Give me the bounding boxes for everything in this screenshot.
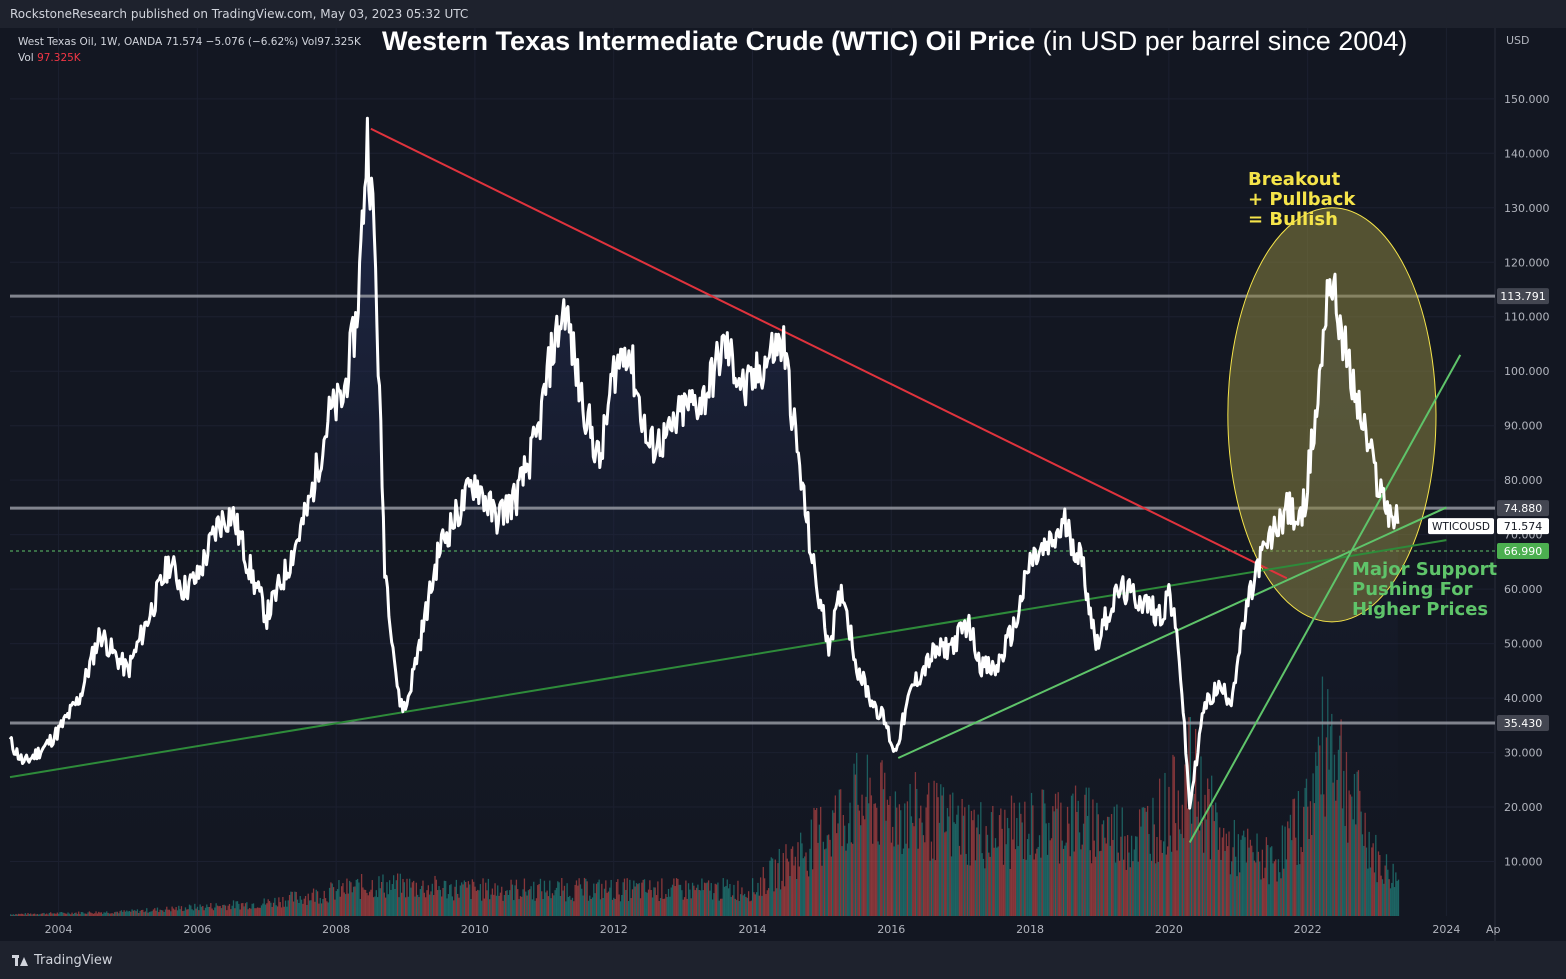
trendline-green-uptrend-2020 [1188,354,1462,843]
level-badge: 113.791 [1500,290,1546,303]
x-tick-label: 2010 [461,923,489,936]
y-tick-label: 40.000 [1504,692,1543,705]
support-line-2: Pushing For [1352,579,1473,600]
x-tick-label: 2004 [45,923,73,936]
legend-vol-line: Vol 97.325K [18,50,361,66]
trendline-red-downtrend [370,127,1288,580]
publish-info: RockstoneResearch published on TradingVi… [10,7,469,21]
x-tick-label: 2024 [1432,923,1460,936]
support-line-1: Major Support [1352,559,1498,580]
y-tick-label: 20.000 [1504,801,1543,814]
legend-vol-line-label: Vol [18,52,34,64]
symbol-tag-bg [1428,518,1494,535]
legend-vol-label: Vol [301,36,318,48]
legend-change: −5.076 (−6.62%) [205,36,299,48]
legend-main-line: West Texas Oil, 1W, OANDA 71.574 −5.076 … [18,34,361,50]
level-badge-bg [1497,500,1549,517]
support-line-3: Higher Prices [1352,599,1489,620]
x-tick-label: 2016 [877,923,905,936]
breakout-annotation: Breakout + Pullback = Bullish [1248,170,1355,230]
price-axis-panel [1495,28,1566,941]
x-tick-label: 2008 [322,923,350,936]
y-tick-label: 60.000 [1504,583,1543,596]
price-chart[interactable]: USD 10.000 20.000 30.000 40.000 50.000 60.000 7… [0,28,1566,941]
x-tick-label: 2012 [600,923,628,936]
trendline-long-green-support [9,539,1447,779]
breakout-line-1: Breakout [1248,169,1341,190]
symbol-tag: WTICOUSD [1432,521,1490,533]
tradingview-brand[interactable]: TradingView [12,953,113,968]
publish-header: RockstoneResearch published on TradingVi… [0,0,1566,28]
last-price-badge: 71.574 [1504,520,1543,533]
footer: TradingView [0,941,1566,979]
level-badge-bg [1497,714,1549,731]
breakout-line-2: + Pullback [1248,189,1356,210]
price-area [10,118,1398,916]
level-badge: 35.430 [1504,717,1543,730]
legend-vol-value: 97.325K [317,36,361,48]
chart-area[interactable]: USD 10.000 20.000 30.000 40.000 50.000 60.000 7… [0,28,1566,941]
legend: West Texas Oil, 1W, OANDA 71.574 −5.076 … [18,34,361,66]
level-badge: 74.880 [1504,502,1543,515]
y-tick-label: 50.000 [1504,638,1543,651]
breakout-line-3: = Bullish [1248,209,1338,230]
chart-title-bold: Western Texas Intermediate Crude (WTIC) … [382,26,1036,56]
x-tick-label: 2018 [1016,923,1044,936]
legend-vol-line-value: 97.325K [37,52,81,64]
y-tick-label: 80.000 [1504,474,1543,487]
y-tick-label: 90.000 [1504,420,1543,433]
y-tick-label: 130.000 [1504,202,1550,215]
volume-bar [1397,879,1400,916]
x-tick-label: 2020 [1155,923,1183,936]
tradingview-label: TradingView [34,953,113,968]
legend-last: 71.574 [165,36,203,48]
currency-label: USD [1506,34,1530,47]
x-edge-label: Ap [1486,923,1501,936]
y-tick-label: 10.000 [1504,856,1543,869]
trendline-green-uptrend-2016 [897,506,1447,759]
y-tick-label: 120.000 [1504,256,1550,269]
x-tick-label: 2006 [183,923,211,936]
dashed-level-badge: 66.990 [1504,545,1543,558]
support-annotation: Major Support Pushing For Higher Prices [1352,560,1497,620]
chart-title: Western Texas Intermediate Crude (WTIC) … [382,26,1407,57]
y-tick-label: 110.000 [1504,311,1550,324]
x-tick-label: 2022 [1294,923,1322,936]
tradingview-logo-icon [12,955,28,966]
y-tick-label: 150.000 [1504,93,1550,106]
dashed-level-badge-bg [1497,543,1549,560]
last-price-badge-bg [1497,518,1549,535]
y-tick-label: 30.000 [1504,747,1543,760]
legend-symbol: West Texas Oil, 1W, OANDA [18,36,163,48]
chart-title-normal: (in USD per barrel since 2004) [1035,26,1408,56]
level-badge-bg [1497,288,1549,305]
y-tick-label: 100.000 [1504,365,1550,378]
y-tick-label: 140.000 [1504,147,1550,160]
price-line [8,116,1400,810]
x-tick-label: 2014 [739,923,767,936]
